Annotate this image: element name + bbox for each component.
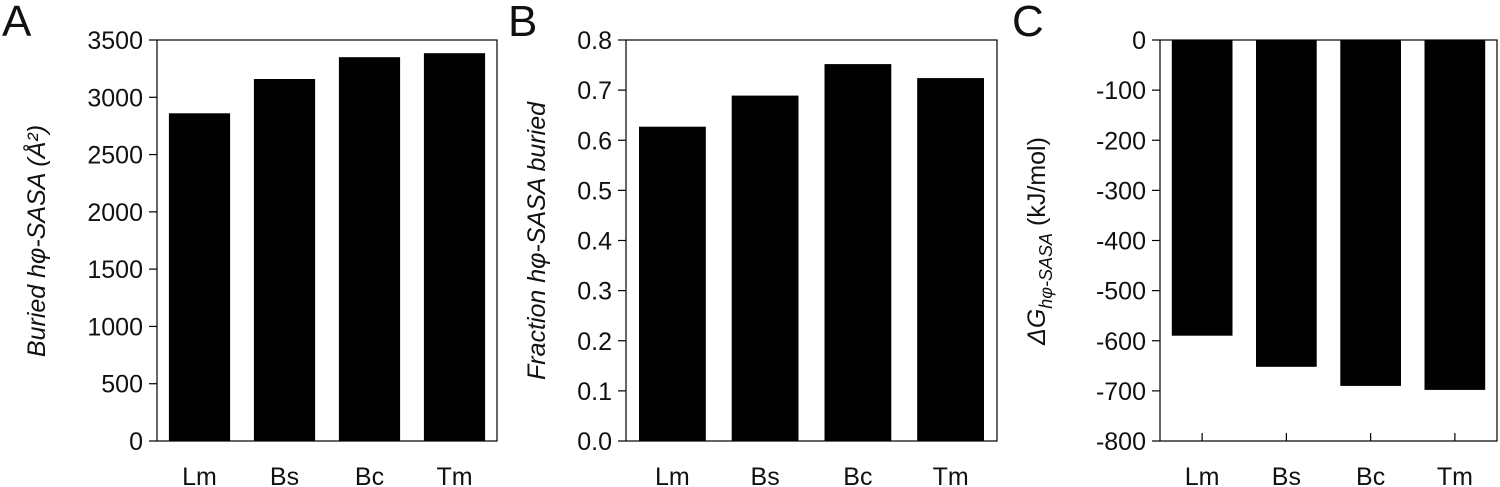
panel-c-y-tick-label: -600 (1096, 328, 1146, 356)
panel-a-y-tick-label: 500 (101, 371, 143, 399)
panel-c-y-axis-title-main: ΔG (1023, 309, 1051, 346)
panel-c-bar-lm (1171, 40, 1233, 336)
panel-c-y-tick-label: -500 (1096, 278, 1146, 306)
panel-b-x-tick-label-tm: Tm (933, 463, 969, 487)
panel-a-letter: A (2, 0, 32, 46)
panel-a-plot-frame (156, 39, 498, 442)
panel-b-bar-tm (917, 78, 984, 441)
panel-b-y-tick-label: 0.0 (577, 428, 612, 456)
panel-b-bar-lm (639, 126, 706, 441)
panel-b: B Fraction hφ-SASA buried 0.00.10.20.30.… (508, 0, 998, 487)
panel-c-y-axis-title: ΔGhφ-SASA (kJ/mol) (1023, 137, 1056, 346)
panel-a-x-tick-label-tm: Tm (436, 463, 472, 487)
panel-c-x-tick-label-lm: Lm (1185, 463, 1220, 487)
panel-b-bar-bc (824, 64, 892, 441)
panel-b-y-tick-label: 0.6 (577, 127, 612, 155)
panel-b-bar-bs (731, 95, 799, 441)
panel-b-letter: B (508, 0, 537, 46)
panel-c-letter: C (1012, 0, 1044, 46)
panel-c-y-axis-title-units: (kJ/mol) (1023, 137, 1051, 226)
panel-c-bar-tm (1424, 40, 1486, 390)
panel-b-x-tick-label-bs: Bs (751, 463, 780, 487)
panel-a-bar-tm (423, 53, 486, 441)
panel-c-y-tick-label: -700 (1096, 378, 1146, 406)
panel-a-bar-bs (253, 79, 316, 441)
panel-c: C ΔGhφ-SASA (kJ/mol) 0 -100 -200 -300 -400 -50… (1012, 0, 1498, 487)
panel-a-plot-area: 0 500 1000 1500 2000 2500 3000 3500 Lm Bs Bc Tm (87, 27, 498, 487)
panel-c-plot-area: 0 -100 -200 -300 -400 -500 -600 -700 -800 Lm Bs Bc T… (1096, 27, 1498, 487)
panel-b-y-tick-label: 0.1 (577, 378, 612, 406)
panel-b-y-axis-title: Fraction hφ-SASA buried (523, 101, 551, 380)
panel-c-y-tick-label: -400 (1096, 228, 1146, 256)
panel-a-y-axis-title: Buried hφ-SASA (Å²) (21, 125, 51, 357)
panel-b-y-tick-label: 0.3 (577, 278, 612, 306)
panel-a-bar-bc (338, 57, 401, 441)
panel-c-x-tick-label-tm: Tm (1437, 463, 1473, 487)
panel-a: A Buried hφ-SASA (Å²) 0 500 1000 1500 2000 25… (2, 0, 498, 487)
panel-b-y-tick-label: 0.8 (577, 27, 612, 55)
panel-c-y-tick-label: -200 (1096, 127, 1146, 155)
panel-a-y-tick-label: 2000 (87, 199, 143, 227)
panel-c-y-tick-label: -100 (1096, 77, 1146, 105)
panel-a-y-tick-label: 3500 (87, 27, 143, 55)
panel-b-x-tick-label-lm: Lm (655, 463, 690, 487)
panel-b-y-tick-label: 0.5 (577, 177, 612, 205)
panel-a-x-tick-label-bs: Bs (270, 463, 299, 487)
panel-b-y-tick-label: 0.4 (577, 228, 612, 256)
panel-a-y-tick-label: 1000 (87, 313, 143, 341)
panel-b-plot-area: 0.0 0.1 0.2 0.3 0.4 0.5 0.6 0.7 0.8 Lm Bs Bc Tm (577, 27, 998, 487)
panel-b-y-tick-label: 0.7 (577, 77, 612, 105)
panel-c-y-axis-title-subscript: hφ-SASA (1036, 233, 1056, 309)
panel-a-y-tick-label: 3000 (87, 84, 143, 112)
panel-a-x-tick-label-lm: Lm (182, 463, 217, 487)
panel-c-x-tick-label-bc: Bc (1356, 463, 1385, 487)
panel-a-x-tick-label-bc: Bc (355, 463, 384, 487)
panel-c-bar-bc (1340, 40, 1401, 386)
panel-c-y-tick-label: 0 (1132, 27, 1146, 55)
panel-b-x-tick-label-bc: Bc (843, 463, 872, 487)
panel-a-y-tick-label: 1500 (87, 256, 143, 284)
panel-c-x-tick-label-bs: Bs (1272, 463, 1301, 487)
panel-a-y-tick-label: 0 (129, 428, 143, 456)
panel-b-y-tick-label: 0.2 (577, 328, 612, 356)
panel-a-y-tick-label: 2500 (87, 142, 143, 170)
panel-c-y-tick-label: -800 (1096, 428, 1146, 456)
panel-c-bar-bs (1256, 40, 1317, 367)
panel-a-bar-lm (168, 113, 231, 442)
panel-c-y-tick-label: -300 (1096, 177, 1146, 205)
